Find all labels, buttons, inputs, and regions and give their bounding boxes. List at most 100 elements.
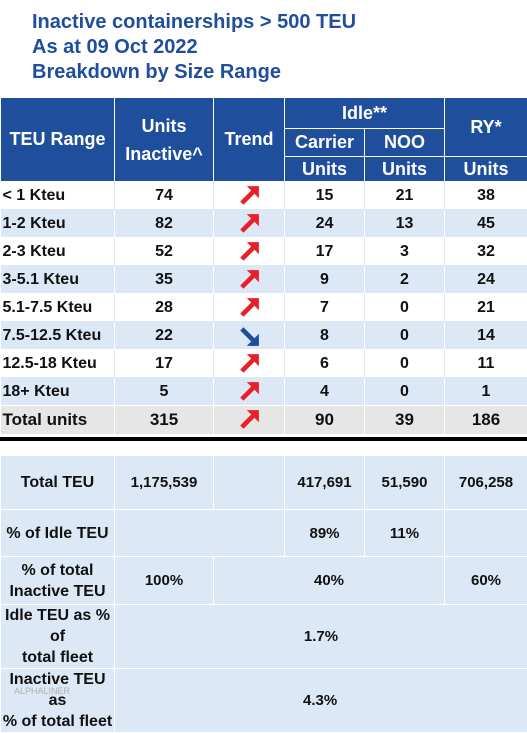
total-inactive: 315	[115, 406, 214, 435]
title-line-2: As at 09 Oct 2022	[32, 35, 512, 60]
total-ry: 186	[445, 406, 527, 435]
row-ry: 24	[445, 266, 527, 294]
trend-up-arrow-icon	[238, 213, 260, 235]
row-trend	[214, 238, 285, 266]
row-ry: 38	[445, 182, 527, 210]
row-ry: 1	[445, 378, 527, 406]
table-row: 12.5-18 Kteu 17 6 0 11	[1, 350, 527, 378]
summary-row-idle-pct-fleet: Idle TEU as % of total fleet 1.7%	[1, 605, 527, 669]
pct-idle-carrier: 89%	[285, 510, 365, 557]
row-inactive: 28	[115, 294, 214, 322]
inactive-pct-fleet-label: Inactive TEU as % of total fleet	[1, 669, 115, 733]
summary-row-pct-idle: % of Idle TEU 89% 11%	[1, 510, 527, 557]
header-idle: Idle**	[285, 98, 445, 129]
total-teu-noo: 51,590	[365, 456, 445, 510]
table-row: < 1 Kteu 74 15 21 38	[1, 182, 527, 210]
trend-up-arrow-icon	[238, 409, 260, 431]
trend-up-arrow-icon	[238, 381, 260, 403]
row-range: 7.5-12.5 Kteu	[1, 322, 115, 350]
title-line-3: Breakdown by Size Range	[32, 60, 512, 85]
trend-up-arrow-icon	[238, 185, 260, 207]
row-carrier: 4	[285, 378, 365, 406]
trend-up-arrow-icon	[238, 353, 260, 375]
total-row: Total units 315 90 39 186	[1, 406, 527, 435]
header-noo-units: Units	[365, 157, 445, 182]
pct-total-inactive-ry: 60%	[445, 557, 527, 605]
idle-pct-fleet-value: 1.7%	[115, 605, 527, 669]
inactive-pct-fleet-value: 4.3%	[115, 669, 527, 733]
pct-total-inactive-value: 100%	[115, 557, 214, 605]
section-divider	[0, 437, 527, 441]
row-range: < 1 Kteu	[1, 182, 115, 210]
row-range: 2-3 Kteu	[1, 238, 115, 266]
pct-idle-empty	[115, 510, 285, 557]
total-teu-ry: 706,258	[445, 456, 527, 510]
row-carrier: 8	[285, 322, 365, 350]
row-ry: 32	[445, 238, 527, 266]
pct-total-inactive-idle: 40%	[214, 557, 445, 605]
row-noo: 0	[365, 322, 445, 350]
row-noo: 21	[365, 182, 445, 210]
total-carrier: 90	[285, 406, 365, 435]
summary-table: Total TEU 1,175,539 417,691 51,590 706,2…	[0, 455, 527, 733]
row-trend	[214, 322, 285, 350]
pct-total-inactive-label-line1: % of total	[1, 560, 114, 581]
inactive-pct-fleet-label-line2: % of total fleet	[1, 711, 114, 732]
total-teu-inactive: 1,175,539	[115, 456, 214, 510]
pct-total-inactive-label-line2: Inactive TEU	[1, 581, 114, 602]
row-inactive: 5	[115, 378, 214, 406]
row-range: 18+ Kteu	[1, 378, 115, 406]
row-carrier: 9	[285, 266, 365, 294]
header-ry-units: Units	[445, 157, 527, 182]
total-teu-label: Total TEU	[1, 456, 115, 510]
table-row: 5.1-7.5 Kteu 28 7 0 21	[1, 294, 527, 322]
trend-up-arrow-icon	[238, 269, 260, 291]
total-range: Total units	[1, 406, 115, 435]
row-carrier: 7	[285, 294, 365, 322]
header-units-inactive: Units Inactive^	[115, 98, 214, 182]
row-range: 1-2 Kteu	[1, 210, 115, 238]
row-noo: 0	[365, 350, 445, 378]
row-noo: 0	[365, 294, 445, 322]
table-row: 7.5-12.5 Kteu 22 8 0 14	[1, 322, 527, 350]
row-inactive: 17	[115, 350, 214, 378]
row-inactive: 52	[115, 238, 214, 266]
trend-down-arrow-icon	[238, 325, 260, 347]
pct-total-inactive-label: % of total Inactive TEU	[1, 557, 115, 605]
page: Inactive containerships > 500 TEU As at …	[0, 0, 527, 705]
report-title: Inactive containerships > 500 TEU As at …	[32, 10, 512, 85]
row-trend	[214, 210, 285, 238]
row-inactive: 82	[115, 210, 214, 238]
header-carrier-units: Units	[285, 157, 365, 182]
row-noo: 2	[365, 266, 445, 294]
title-line-1: Inactive containerships > 500 TEU	[32, 10, 512, 35]
row-carrier: 15	[285, 182, 365, 210]
row-trend	[214, 182, 285, 210]
table-row: 1-2 Kteu 82 24 13 45	[1, 210, 527, 238]
row-ry: 21	[445, 294, 527, 322]
row-trend	[214, 294, 285, 322]
inactive-breakdown-table: TEU Range Units Inactive^ Trend Idle** R…	[0, 97, 527, 435]
row-range: 12.5-18 Kteu	[1, 350, 115, 378]
row-range: 3-5.1 Kteu	[1, 266, 115, 294]
row-noo: 0	[365, 378, 445, 406]
idle-pct-fleet-label-line1: Idle TEU as % of	[1, 605, 114, 647]
row-trend	[214, 266, 285, 294]
header-trend: Trend	[214, 98, 285, 182]
row-inactive: 74	[115, 182, 214, 210]
row-noo: 13	[365, 210, 445, 238]
header-units-inactive-line1: Units	[115, 112, 213, 140]
row-ry: 45	[445, 210, 527, 238]
summary-row-pct-total-inactive: % of total Inactive TEU 100% 40% 60%	[1, 557, 527, 605]
header-carrier: Carrier	[285, 129, 365, 157]
row-inactive: 22	[115, 322, 214, 350]
trend-up-arrow-icon	[238, 241, 260, 263]
total-teu-carrier: 417,691	[285, 456, 365, 510]
header-noo: NOO	[365, 129, 445, 157]
trend-up-arrow-icon	[238, 297, 260, 319]
idle-pct-fleet-label: Idle TEU as % of total fleet	[1, 605, 115, 669]
total-teu-trend-empty	[214, 456, 285, 510]
row-trend	[214, 350, 285, 378]
row-trend	[214, 378, 285, 406]
total-noo: 39	[365, 406, 445, 435]
